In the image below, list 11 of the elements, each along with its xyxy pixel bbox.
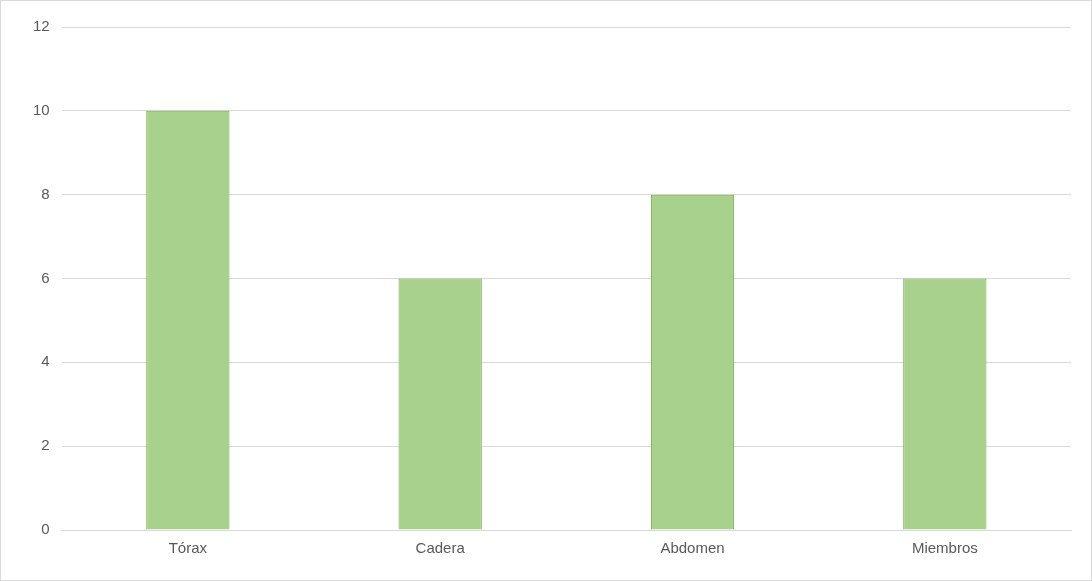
x-tick-label: Abdomen bbox=[660, 539, 725, 557]
y-tick-label: 12 bbox=[33, 17, 50, 35]
y-tick-label: 8 bbox=[41, 184, 50, 202]
x-tick-label: Miembros bbox=[911, 539, 978, 557]
x-tick-label: Cadera bbox=[415, 539, 466, 557]
y-tick-label: 10 bbox=[33, 100, 50, 118]
y-tick-label: 0 bbox=[41, 520, 50, 538]
y-tick-label: 4 bbox=[41, 352, 50, 370]
x-tick-label: Tórax bbox=[168, 539, 208, 557]
y-tick-label: 2 bbox=[41, 436, 50, 454]
y-tick-label: 6 bbox=[41, 268, 50, 286]
